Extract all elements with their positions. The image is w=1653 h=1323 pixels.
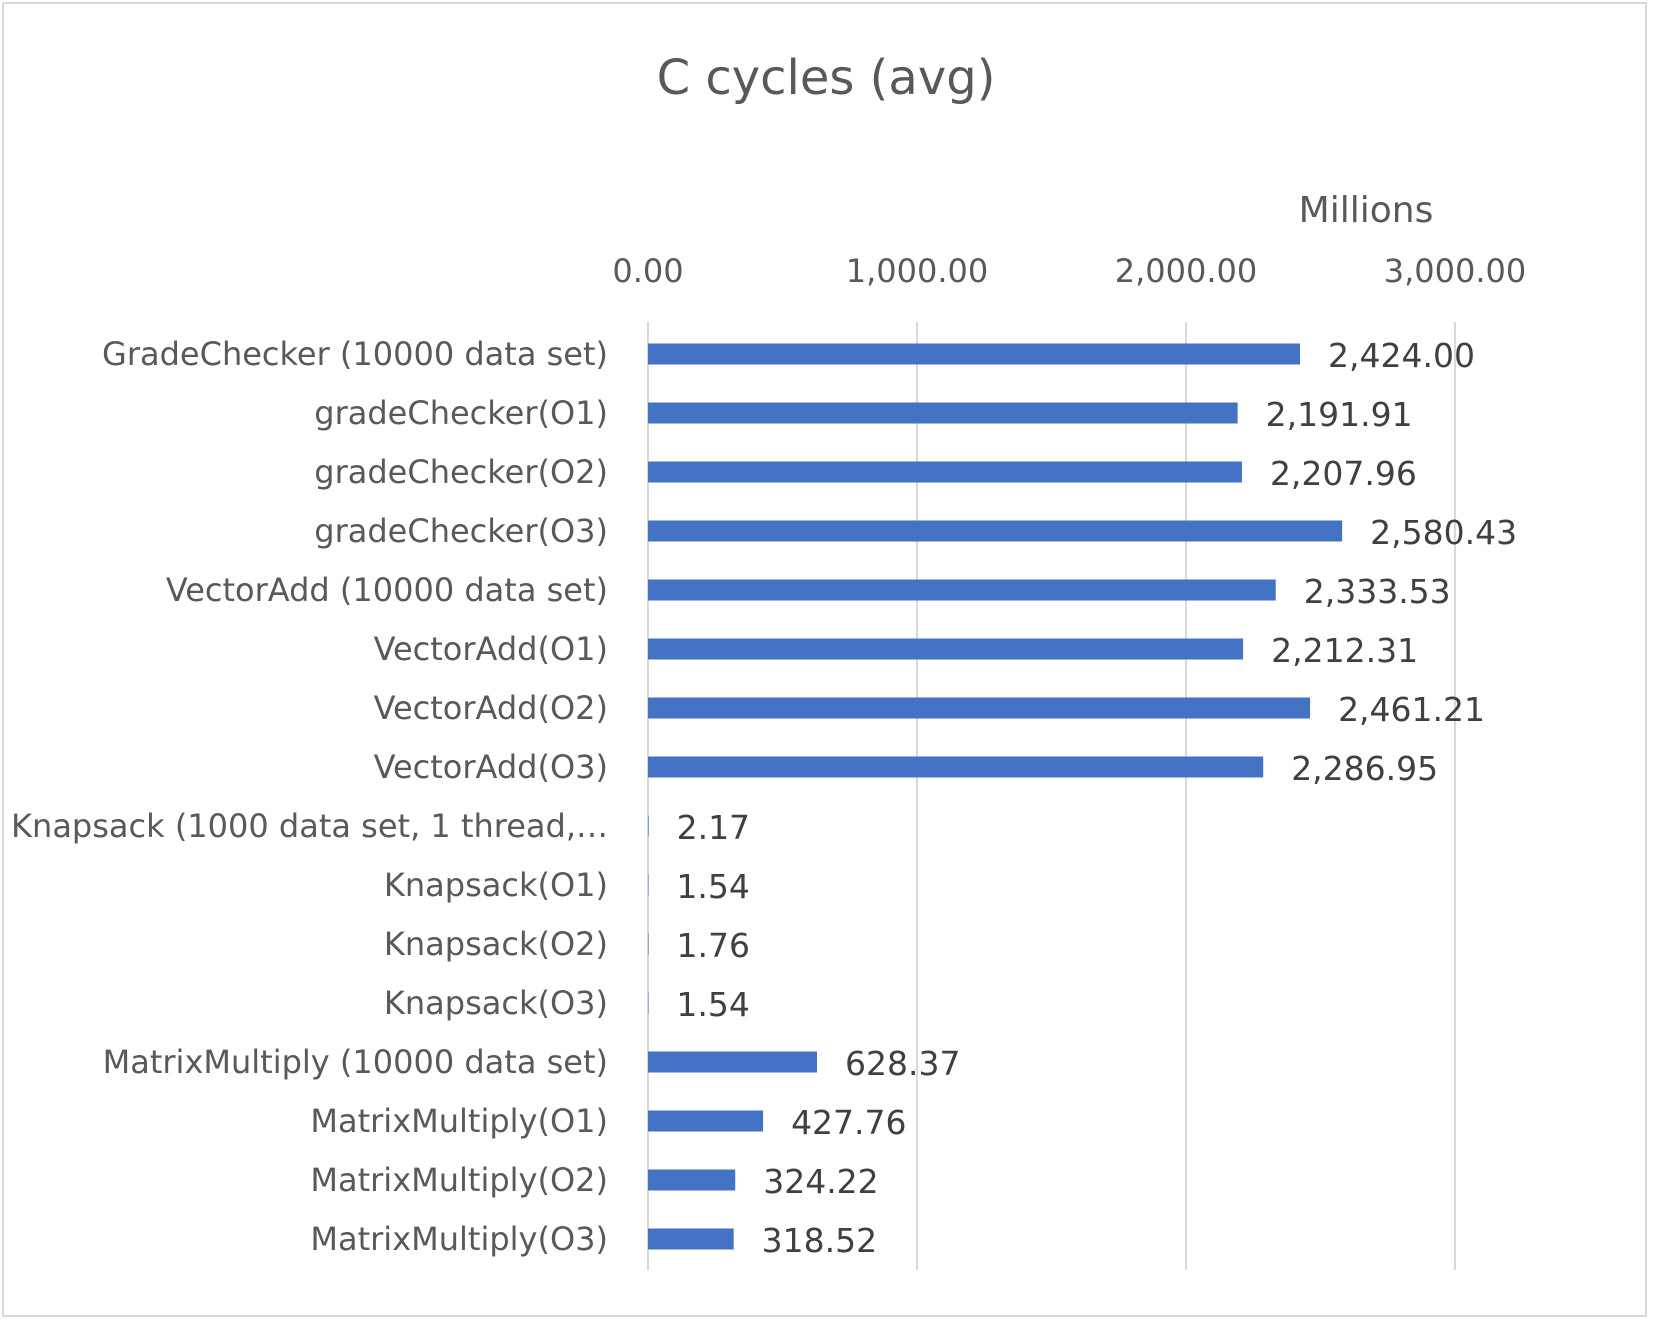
chart-title: C cycles (avg) — [657, 50, 996, 106]
category-label: MatrixMultiply(O1) — [310, 1102, 608, 1140]
data-label: 427.76 — [791, 1103, 906, 1142]
bar — [648, 756, 1264, 778]
bar — [648, 1110, 764, 1132]
category-label: Knapsack (1000 data set, 1 thread,… — [11, 807, 608, 845]
axis-unit-label: Millions — [1299, 190, 1434, 231]
category-label: Knapsack(O1) — [384, 866, 608, 904]
bar — [648, 520, 1343, 542]
category-label: VectorAdd(O2) — [374, 689, 608, 727]
bar — [648, 343, 1301, 365]
category-label: MatrixMultiply (10000 data set) — [103, 1043, 608, 1081]
bar — [648, 461, 1242, 483]
category-label: MatrixMultiply(O2) — [310, 1161, 608, 1199]
x-tick-label: 1,000.00 — [846, 252, 989, 290]
data-label: 2.17 — [677, 808, 750, 847]
data-label: 2,461.21 — [1338, 690, 1485, 729]
category-label: gradeChecker(O2) — [314, 453, 608, 491]
category-label: VectorAdd(O3) — [374, 748, 608, 786]
category-label: Knapsack(O3) — [384, 984, 608, 1022]
bar — [648, 579, 1276, 601]
data-label: 628.37 — [845, 1044, 960, 1083]
bar — [648, 402, 1238, 424]
category-label: gradeChecker(O1) — [314, 394, 608, 432]
data-label: 2,191.91 — [1266, 395, 1413, 434]
bar — [648, 1051, 818, 1073]
bar — [648, 815, 649, 837]
category-label: VectorAdd (10000 data set) — [166, 571, 608, 609]
bar — [648, 638, 1244, 660]
x-tick-label: 3,000.00 — [1384, 252, 1527, 290]
data-labels: 2,424.00 2,191.91 2,207.96 2,580.43 2,333.53… — [676, 336, 1517, 1260]
x-axis-ticks: 0.00 1,000.00 2,000.00 3,000.00 — [612, 252, 1526, 290]
category-label: Knapsack(O2) — [384, 925, 608, 963]
bars — [648, 343, 1343, 1250]
bar — [648, 1169, 736, 1191]
category-label: gradeChecker(O3) — [314, 512, 608, 550]
data-label: 2,286.95 — [1291, 749, 1438, 788]
data-label: 1.76 — [676, 926, 749, 965]
bar — [648, 1228, 734, 1250]
category-label: MatrixMultiply(O3) — [310, 1220, 608, 1258]
data-label: 318.52 — [762, 1221, 877, 1260]
bar — [648, 697, 1311, 719]
category-labels: GradeChecker (10000 data set) gradeChecke… — [11, 335, 608, 1258]
x-tick-label: 0.00 — [612, 252, 683, 290]
data-label: 2,424.00 — [1328, 336, 1475, 375]
category-label: VectorAdd(O1) — [374, 630, 608, 668]
data-label: 2,207.96 — [1270, 454, 1417, 493]
data-label: 1.54 — [676, 985, 749, 1024]
data-label: 324.22 — [763, 1162, 878, 1201]
x-tick-label: 2,000.00 — [1115, 252, 1258, 290]
data-label: 2,333.53 — [1304, 572, 1451, 611]
category-label: GradeChecker (10000 data set) — [102, 335, 608, 373]
data-label: 2,580.43 — [1370, 513, 1517, 552]
data-label: 2,212.31 — [1271, 631, 1418, 670]
data-label: 1.54 — [676, 867, 749, 906]
